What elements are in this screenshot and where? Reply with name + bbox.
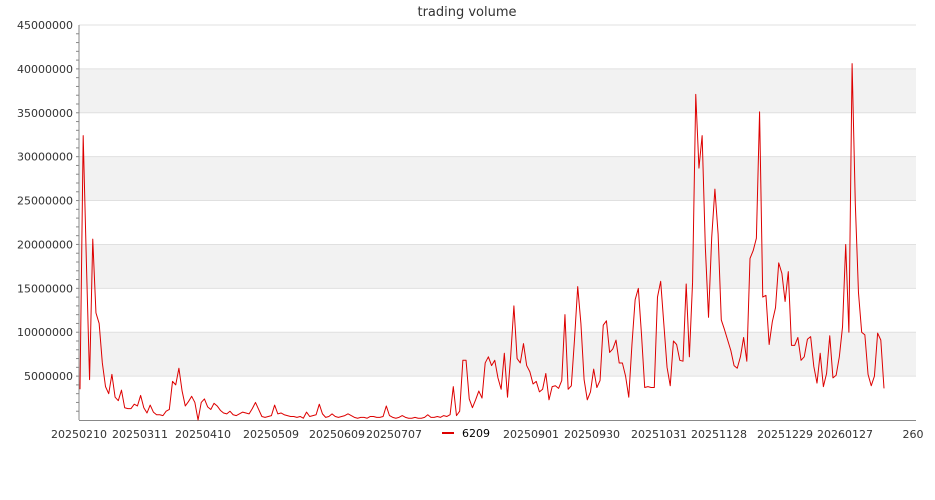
x-tick-label: 20250930 <box>564 428 620 441</box>
legend: 6209 <box>442 427 490 440</box>
grid-band <box>79 68 916 113</box>
grid-band <box>79 244 916 289</box>
y-tick-label: 40000000 <box>17 63 73 76</box>
y-tick-label: 25000000 <box>17 195 73 208</box>
x-tick-label: 20250901 <box>503 428 559 441</box>
x-tick-label: 20251031 <box>631 428 687 441</box>
grid-bands <box>79 68 916 377</box>
legend-label: 6209 <box>462 427 490 440</box>
x-tick-label: 20251128 <box>691 428 747 441</box>
y-minor-ticks <box>76 33 79 412</box>
x-tick-label: 20250210 <box>51 428 107 441</box>
y-tick-label: 30000000 <box>17 151 73 164</box>
y-tick-label: 20000000 <box>17 238 73 251</box>
x-tick-label: 20251229 <box>757 428 813 441</box>
x-tick-label: 20250311 <box>112 428 168 441</box>
y-tick-label: 5000000 <box>24 370 73 383</box>
x-tick-label: 20250609 <box>309 428 365 441</box>
x-tick-label: 20250509 <box>243 428 299 441</box>
y-tick-label: 35000000 <box>17 107 73 120</box>
x-tick-label: 20250410 <box>175 428 231 441</box>
grid-band <box>79 332 916 377</box>
grid-band <box>79 156 916 201</box>
series-lines <box>79 63 885 421</box>
y-tick-labels: 5000000 10000000 15000000 20000000 25000000 3… <box>17 19 73 383</box>
y-tick-label: 10000000 <box>17 326 73 339</box>
x-tick-label: 260 <box>903 428 924 441</box>
x-tick-labels: 20250210 20250311 20250410 20250509 20250609… <box>51 428 924 441</box>
series-line <box>79 63 885 421</box>
y-tick-label: 45000000 <box>17 19 73 32</box>
x-tick-label: 20250707 <box>366 428 422 441</box>
y-tick-label: 15000000 <box>17 282 73 295</box>
x-tick-label: 20260127 <box>817 428 873 441</box>
chart-title: trading volume <box>417 5 516 20</box>
